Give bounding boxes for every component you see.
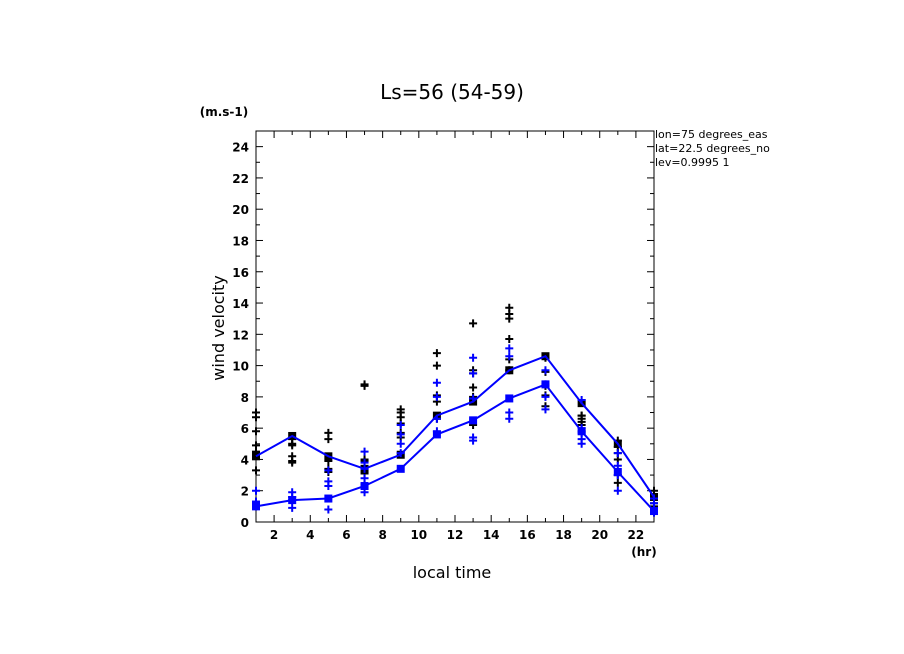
x-tick-label: 8 — [378, 528, 386, 542]
series-line — [255, 383, 655, 512]
series-2 — [252, 344, 658, 517]
y-tick-label: 24 — [232, 141, 249, 155]
y-tick-label: 14 — [232, 297, 249, 311]
data-point-marker — [505, 344, 514, 353]
y-tick-label: 22 — [232, 172, 249, 186]
y-tick-label: 4 — [241, 453, 249, 467]
y-tick-label: 6 — [241, 422, 249, 436]
series-1 — [252, 303, 658, 512]
y-tick-label: 20 — [232, 203, 249, 217]
annotation-lat: lat=22.5 degrees_no — [655, 142, 770, 155]
x-tick-label: 14 — [483, 528, 500, 542]
data-point-marker — [432, 392, 441, 401]
data-point-marker — [432, 361, 441, 370]
x-tick-label: 18 — [555, 528, 572, 542]
plot-frame — [255, 130, 655, 523]
y-tick-label: 0 — [241, 516, 249, 530]
data-point-marker — [613, 478, 622, 487]
data-point-marker — [505, 352, 514, 361]
x-tick-label: 6 — [342, 528, 350, 542]
x-unit-label: (hr) — [631, 545, 656, 559]
data-point-marker — [505, 414, 514, 423]
y-tick-label: 10 — [232, 360, 249, 374]
annotation-lon: lon=75 degrees_eas — [655, 128, 768, 141]
data-point-marker — [288, 458, 297, 467]
data-point-marker — [396, 449, 405, 458]
x-tick-label: 20 — [591, 528, 608, 542]
x-axis-label: local time — [413, 563, 492, 582]
data-point-marker — [541, 392, 550, 401]
data-point-marker — [324, 435, 333, 444]
mean-point — [252, 452, 260, 461]
data-point-marker — [469, 353, 478, 362]
data-point-marker — [469, 319, 478, 328]
data-point-marker — [360, 474, 369, 483]
data-point-marker — [469, 436, 478, 445]
data-point-marker — [252, 427, 260, 436]
data-point-marker — [577, 439, 586, 448]
data-point-marker — [469, 394, 478, 403]
data-point-marker — [252, 413, 260, 422]
data-point-marker — [613, 449, 622, 458]
data-point-marker — [252, 466, 260, 475]
y-tick-label: 12 — [232, 328, 249, 342]
data-point-marker — [469, 369, 478, 378]
data-point-marker — [613, 486, 622, 495]
data-point-marker — [360, 447, 369, 456]
y-unit-label: (m.s-1) — [200, 105, 249, 119]
data-point-marker — [396, 430, 405, 439]
data-point-marker — [396, 439, 405, 448]
x-tick-label: 2 — [270, 528, 278, 542]
data-point-marker — [505, 314, 514, 323]
data-point-marker — [505, 335, 514, 344]
data-point-marker — [577, 411, 586, 420]
data-point-marker — [324, 482, 333, 491]
data-point-marker — [324, 466, 333, 475]
data-point-marker — [288, 503, 297, 512]
data-point-marker — [432, 378, 441, 387]
data-point-marker — [432, 349, 441, 358]
x-tick-label: 16 — [519, 528, 536, 542]
y-tick-label: 18 — [232, 234, 249, 248]
data-point-marker — [577, 396, 586, 405]
data-point-marker — [396, 421, 405, 430]
data-point-marker — [432, 414, 441, 423]
y-tick-label: 2 — [241, 485, 249, 499]
y-tick-label: 16 — [232, 266, 249, 280]
x-tick-label: 4 — [306, 528, 314, 542]
data-point-marker — [288, 441, 297, 450]
x-tick-label: 12 — [447, 528, 464, 542]
data-point-marker — [360, 381, 369, 390]
x-tick-label: 10 — [410, 528, 427, 542]
series-line — [255, 354, 655, 498]
chart-title: Ls=56 (54-59) — [380, 80, 524, 104]
data-point-marker — [541, 366, 550, 375]
data-point-marker — [252, 486, 260, 495]
y-axis-label: wind velocity — [209, 275, 228, 380]
y-tick-label: 8 — [241, 391, 249, 405]
data-point-marker — [469, 383, 478, 392]
data-point-marker — [324, 505, 333, 514]
data-point-marker — [541, 405, 550, 414]
plot-series — [252, 303, 658, 517]
x-tick-label: 22 — [628, 528, 645, 542]
data-point-marker — [360, 464, 369, 473]
annotation-lev: lev=0.9995 1 — [655, 156, 730, 169]
